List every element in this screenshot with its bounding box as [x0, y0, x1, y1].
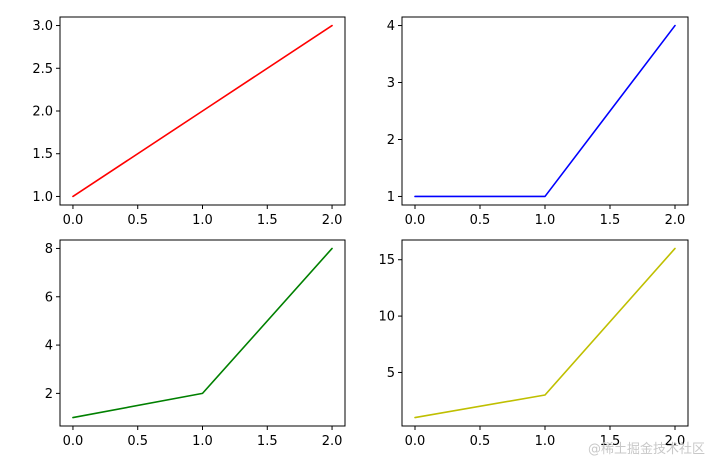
x-tick-label-bottom-right-4: 2.0	[665, 434, 686, 449]
x-tick-label-top-right-1: 0.5	[470, 213, 491, 228]
x-tick-label-bottom-left-2: 1.0	[192, 434, 213, 449]
y-tick-label-bottom-right-1: 10	[378, 310, 395, 325]
series-line-top-right-0	[414, 24, 676, 198]
watermark-text: @稀土掘金技术社区	[587, 442, 705, 457]
y-tick-label-top-right-0: 1	[387, 190, 395, 205]
x-tick-label-bottom-right-1: 0.5	[470, 434, 491, 449]
y-tick-label-bottom-left-2: 6	[45, 290, 53, 305]
series-line-bottom-right-0	[414, 247, 676, 419]
series-line-top-left-0	[72, 24, 333, 198]
y-tick-label-top-right-2: 3	[387, 76, 395, 91]
y-tick-label-bottom-left-0: 2	[45, 387, 53, 402]
series-line-bottom-left-0	[72, 247, 333, 419]
y-tick-label-bottom-left-3: 8	[45, 242, 53, 257]
axes-frame-bottom-left	[59, 239, 346, 427]
x-tick-label-bottom-right-3: 1.5	[600, 434, 621, 449]
x-tick-label-top-left-2: 1.0	[192, 213, 213, 228]
subplot-top-left: 0.0 0.5 1.0 1.5 2.0 1.0 1.5 2.0 2.5 3.0	[32, 16, 346, 228]
x-tick-label-top-left-3: 1.5	[257, 213, 278, 228]
y-tick-label-bottom-right-0: 5	[387, 366, 395, 381]
x-tick-label-bottom-left-1: 0.5	[127, 434, 148, 449]
x-tick-label-top-right-3: 1.5	[600, 213, 621, 228]
y-tick-label-top-left-1: 1.5	[32, 147, 53, 162]
y-tick-label-bottom-left-1: 4	[45, 339, 53, 354]
y-tick-label-bottom-right-2: 15	[378, 253, 395, 268]
x-tick-label-bottom-left-4: 2.0	[322, 434, 343, 449]
axes-frame-top-right	[401, 16, 689, 206]
x-tick-label-bottom-right-2: 1.0	[535, 434, 556, 449]
x-tick-label-top-right-0: 0.0	[405, 213, 426, 228]
x-tick-label-top-left-0: 0.0	[63, 213, 84, 228]
x-tick-label-top-right-2: 1.0	[535, 213, 556, 228]
y-tick-label-top-right-3: 4	[387, 19, 395, 34]
y-tick-label-top-left-2: 2.0	[32, 105, 53, 120]
y-tick-label-top-left-0: 1.0	[32, 190, 53, 205]
subplot-bottom-right: 0.0 0.5 1.0 1.5 2.0 5 10 15	[378, 239, 689, 449]
x-tick-label-top-left-4: 2.0	[322, 213, 343, 228]
x-tick-label-bottom-right-0: 0.0	[405, 434, 426, 449]
axes-frame-bottom-right	[401, 239, 689, 427]
y-tick-label-top-right-1: 2	[387, 133, 395, 148]
x-tick-label-top-left-1: 0.5	[127, 213, 148, 228]
x-tick-label-bottom-left-0: 0.0	[63, 434, 84, 449]
y-tick-label-top-left-3: 2.5	[32, 62, 53, 77]
x-tick-label-bottom-left-3: 1.5	[257, 434, 278, 449]
subplot-bottom-left: 0.0 0.5 1.0 1.5 2.0 2 4 6 8	[45, 239, 346, 449]
subplot-top-right: 0.0 0.5 1.0 1.5 2.0 1 2 3 4	[387, 16, 689, 228]
y-tick-label-top-left-4: 3.0	[32, 19, 53, 34]
x-tick-label-top-right-4: 2.0	[665, 213, 686, 228]
